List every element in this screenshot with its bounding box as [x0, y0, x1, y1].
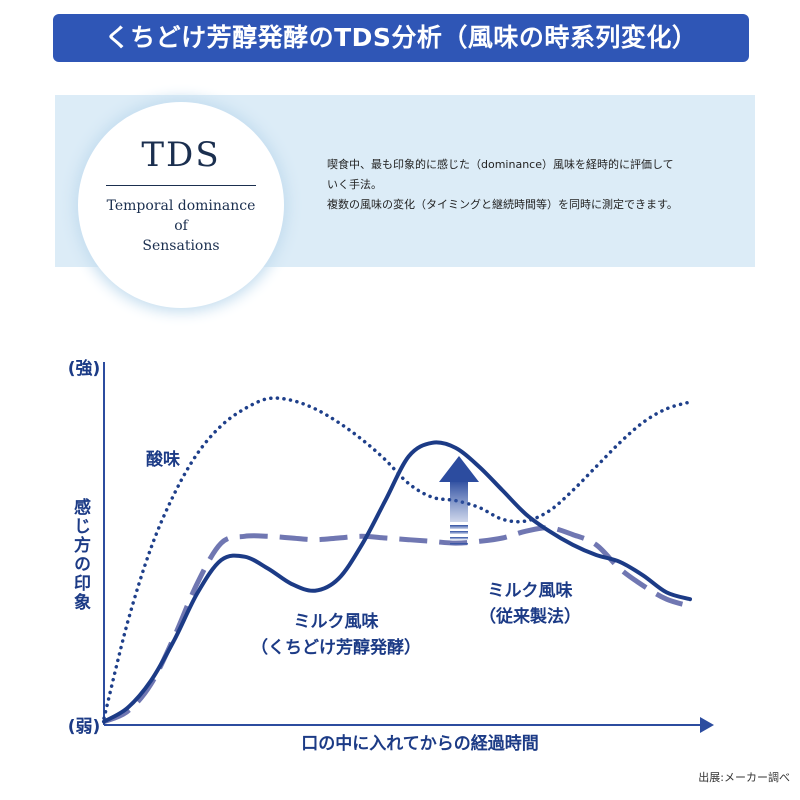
- series-label-2-line-1: （従来製法）: [479, 606, 581, 627]
- x-axis-arrowhead: [700, 717, 714, 733]
- y-axis-title: 感じ方の印象: [70, 497, 91, 612]
- page-title: くちどけ芳醇発酵のTDS分析（風味の時系列変化）: [53, 14, 749, 62]
- tds-full-line3: Sensations: [142, 238, 220, 254]
- series-label-0-line-0: 酸味: [146, 449, 180, 470]
- tds-abbreviation: TDS: [141, 135, 221, 175]
- improvement-arrow-head: [439, 456, 479, 482]
- y-axis-bottom-label: (弱): [68, 717, 101, 737]
- tds-badge: TDS Temporal dominance of Sensations: [78, 102, 284, 308]
- y-axis-top-label: (強): [68, 358, 101, 379]
- tds-desc-line3: 複数の風味の変化（タイミングと継続時間等）を同時に測定できます。: [327, 198, 678, 211]
- improvement-arrow-stripe-1: [450, 537, 468, 540]
- source-credit: 出展:メーカー調べ: [698, 771, 790, 784]
- series-label-1-line-0: ミルク風味: [294, 611, 379, 632]
- tds-full-name: Temporal dominance of Sensations: [78, 196, 284, 256]
- improvement-arrow-stripe-0: [450, 543, 468, 545]
- improvement-arrow-stripe-2: [450, 531, 468, 534]
- tds-desc-line2: いく手法。: [327, 178, 382, 191]
- series-label-2-line-0: ミルク風味: [488, 580, 573, 601]
- tds-description: 喫食中、最も印象的に感じた（dominance）風味を経時的に評価して いく手法…: [327, 155, 747, 215]
- series-line-0: [102, 396, 692, 720]
- improvement-arrow-stripe-3: [450, 525, 468, 529]
- series-label-1-line-1: （くちどけ芳醇発酵）: [251, 637, 421, 658]
- tds-divider: [106, 185, 256, 186]
- tds-info-panel: TDS Temporal dominance of Sensations 喫食中…: [55, 95, 755, 308]
- x-axis-title: 口の中に入れてからの経過時間: [301, 733, 539, 754]
- series-line-1: [102, 440, 692, 724]
- tds-full-line2: of: [174, 218, 188, 234]
- improvement-arrow-shaft: [450, 480, 468, 522]
- series-line-2: [103, 525, 691, 724]
- tds-desc-line1: 喫食中、最も印象的に感じた（dominance）風味を経時的に評価して: [327, 158, 674, 171]
- tds-full-line1: Temporal dominance: [106, 198, 256, 214]
